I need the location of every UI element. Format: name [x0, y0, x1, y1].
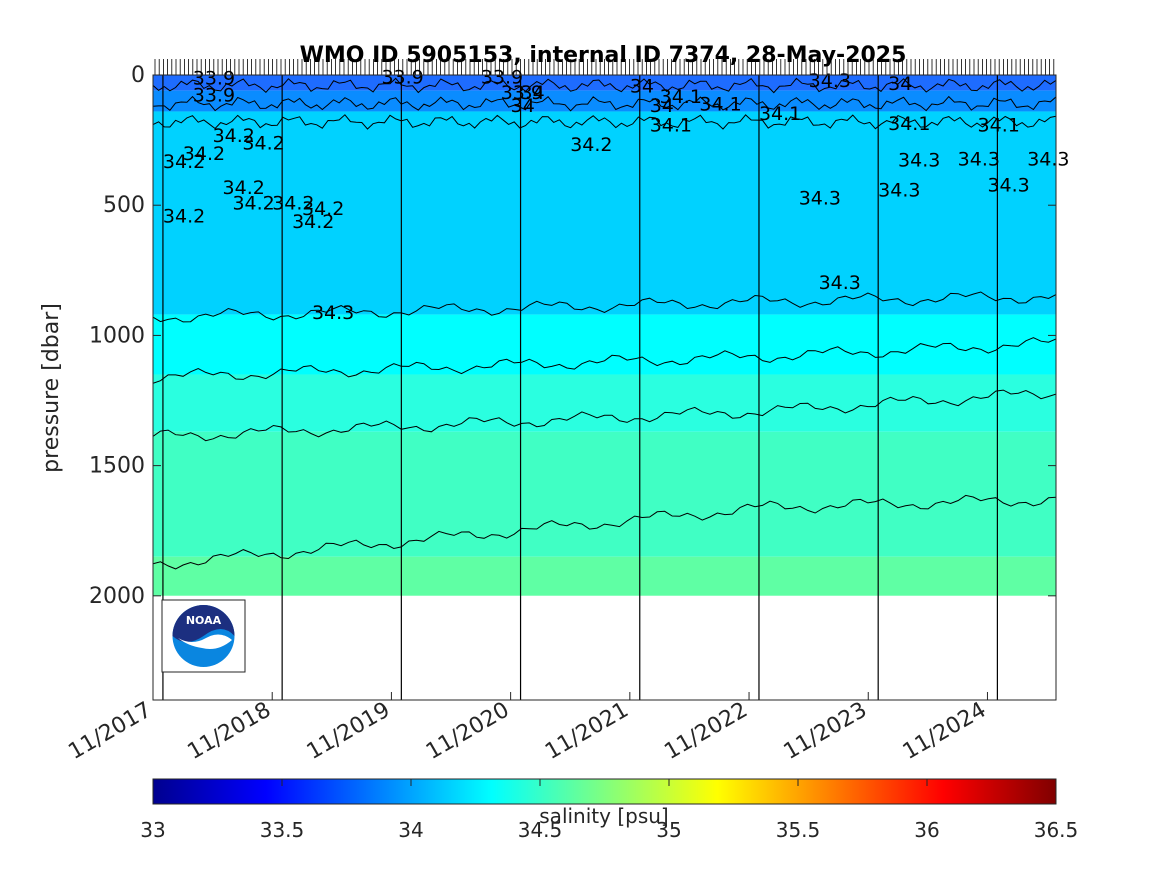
- contour-label-14: 34: [888, 73, 912, 95]
- contour-label-33: 34.3: [1027, 148, 1069, 170]
- x-tick-label: 11/2021: [541, 698, 633, 765]
- contour-label-34: 34.3: [819, 272, 861, 294]
- no-data-region: [153, 595, 1056, 700]
- contour-label-29: 34.3: [878, 180, 920, 202]
- isohaline-0: [153, 291, 1056, 323]
- contour-label-1: 33.9: [193, 85, 235, 107]
- colorbar-label: salinity [psu]: [539, 804, 668, 828]
- contour-label-19: 34.2: [242, 133, 284, 155]
- contour-label-13: 34.3: [809, 70, 851, 92]
- contour-label-26: 34.2: [292, 211, 334, 233]
- contour-label-30: 34.3: [898, 150, 940, 172]
- noaa-logo: NOAA: [161, 599, 246, 673]
- colorbar-tick-label: 36: [914, 818, 939, 842]
- contour-label-17: 34.2: [213, 125, 255, 147]
- contour-label-9: 34: [650, 95, 674, 117]
- colorbar: [152, 778, 1057, 805]
- x-tick-label: 11/2023: [780, 698, 872, 765]
- upper-isohaline-1: [153, 95, 1056, 112]
- salinity-layer-2: [153, 111, 1056, 315]
- contour-label-3: 33.9: [481, 66, 523, 88]
- contour-label-0: 33.9: [193, 68, 235, 90]
- contour-label-8: 34.1: [660, 86, 702, 108]
- y-tick-label: 2000: [89, 584, 145, 609]
- salinity-layer-6: [153, 556, 1056, 596]
- contour-label-2: 33.9: [381, 66, 423, 88]
- y-tick-label: 500: [103, 193, 145, 218]
- x-tick-label: 11/2019: [303, 698, 395, 765]
- contour-label-15: 34.1: [888, 113, 930, 135]
- salinity-layer-5: [153, 431, 1056, 557]
- x-tick-label: 11/2024: [899, 698, 991, 765]
- contour-label-31: 34.3: [958, 148, 1000, 170]
- contour-label-10: 34.1: [699, 94, 741, 116]
- noaa-logo-text: NOAA: [186, 614, 222, 627]
- contour-label-4: 33.9: [501, 82, 543, 104]
- colorbar-tick-label: 34: [398, 818, 423, 842]
- upper-isohaline-2: [153, 114, 1056, 130]
- isohaline-lines: [153, 77, 1056, 570]
- y-axis: 0 500 1000 1500 2000: [89, 63, 1056, 609]
- upper-isohaline-0: [153, 77, 1056, 94]
- x-tick-label: 11/2020: [422, 698, 514, 765]
- contour-label-21: 34.2: [570, 134, 612, 156]
- contour-label-5: 34: [521, 82, 545, 104]
- contour-label-11: 34.1: [650, 114, 692, 136]
- contour-label-23: 34.2: [232, 193, 274, 215]
- colorbar-tick-label: 35: [656, 818, 681, 842]
- colorbar-tick-label: 33.5: [260, 818, 305, 842]
- contour-label-18: 34.2: [183, 143, 225, 165]
- contour-label-22: 34.2: [223, 177, 265, 199]
- salinity-layer-3: [153, 314, 1056, 375]
- contour-label-16: 34.1: [978, 114, 1020, 136]
- colorbar-tick-label: 35.5: [776, 818, 821, 842]
- salinity-field: [153, 75, 1056, 700]
- colorbar-tick-label: 33: [140, 818, 165, 842]
- salinity-layer-0: [153, 75, 1056, 91]
- isohaline-2: [153, 389, 1056, 442]
- y-axis-label: pressure [dbar]: [39, 303, 64, 473]
- contour-label-7: 34: [630, 75, 654, 97]
- isohaline-3: [153, 494, 1056, 570]
- colorbar-ticks: 33 33.5 34 34.5 35 35.5 36 36.5: [140, 779, 1078, 842]
- contour-label-28: 34.3: [799, 187, 841, 209]
- isohaline-1: [153, 337, 1056, 384]
- salinity-layer-1: [153, 90, 1056, 112]
- salinity-layer-4: [153, 374, 1056, 432]
- contour-label-35: 34.3: [312, 302, 354, 324]
- x-tick-label: 11/2017: [64, 698, 156, 765]
- contour-label-27: 34.2: [163, 206, 205, 228]
- profile-marker-lines: [162, 75, 998, 700]
- chart-title: WMO ID 5905153, internal ID 7374, 28-May…: [300, 43, 907, 68]
- profile-tick-marks: [154, 59, 1055, 75]
- contour-label-12: 34.1: [759, 103, 801, 125]
- x-axis: 11/2017 11/2018 11/2019 11/2020 11/2021 11/20…: [64, 692, 990, 765]
- colorbar-tick-label: 34.5: [518, 818, 563, 842]
- contour-label-20: 34.2: [163, 151, 205, 173]
- plot-frame: [152, 74, 1057, 701]
- colorbar-tick-label: 36.5: [1034, 818, 1079, 842]
- x-tick-label: 11/2022: [660, 698, 752, 765]
- y-tick-label: 1000: [89, 323, 145, 348]
- contour-label-24: 34.2: [272, 193, 314, 215]
- contour-label-32: 34.3: [987, 174, 1029, 196]
- y-tick-label: 0: [131, 63, 145, 88]
- contour-label-6: 34: [511, 95, 535, 117]
- y-tick-label: 1500: [89, 454, 145, 479]
- x-tick-label: 11/2018: [184, 698, 276, 765]
- contour-label-25: 34.2: [302, 198, 344, 220]
